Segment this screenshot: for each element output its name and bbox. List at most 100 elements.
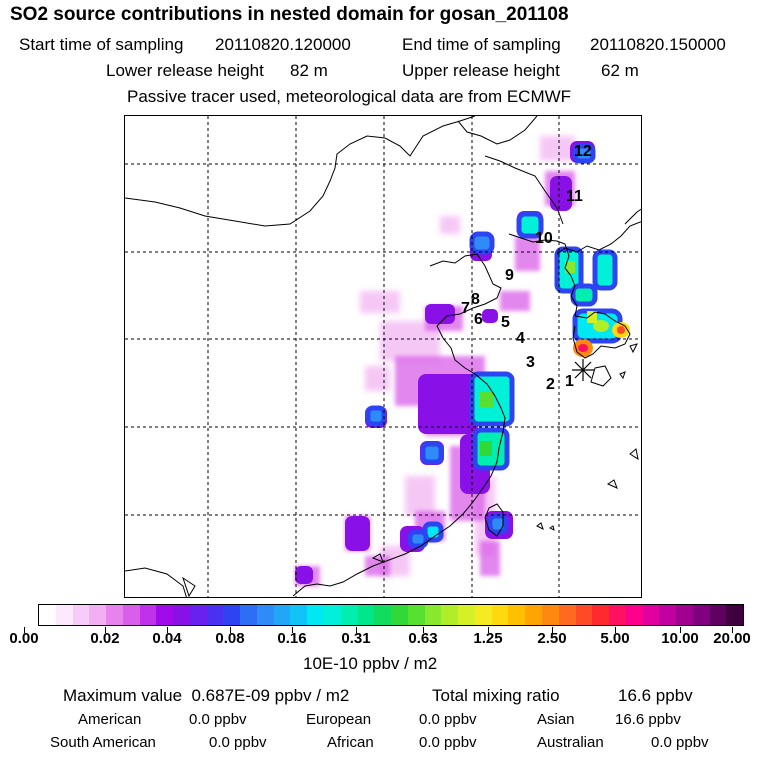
region-name: African bbox=[327, 734, 374, 751]
start-time-value: 20110820.120000 bbox=[215, 35, 351, 54]
colorbar-label: 20.00 bbox=[713, 630, 751, 647]
colorbar-tick bbox=[680, 627, 681, 633]
colorbar-swatch bbox=[491, 605, 509, 625]
colorbar-tick bbox=[615, 627, 616, 633]
colorbar-label: 0.08 bbox=[215, 630, 245, 647]
region-name: American bbox=[78, 711, 142, 728]
colorbar-label: 0.16 bbox=[277, 630, 307, 647]
trajectory-label: 7 bbox=[461, 300, 470, 317]
trajectory-label: 4 bbox=[516, 330, 525, 347]
colorbar-label: 0.02 bbox=[90, 630, 120, 647]
colorbar-label: 0.04 bbox=[152, 630, 182, 647]
colorbar-swatch bbox=[156, 605, 174, 625]
colorbar-swatch bbox=[106, 605, 123, 625]
colorbar-swatch bbox=[508, 605, 526, 625]
asterisk-icon bbox=[572, 359, 594, 381]
colorbar-swatch bbox=[273, 605, 291, 625]
colorbar-tick bbox=[423, 627, 424, 633]
colorbar-swatch bbox=[692, 605, 710, 625]
colorbar-label: 10.00 bbox=[661, 630, 699, 647]
upper-height-value: 62 m bbox=[601, 61, 639, 80]
colorbar-swatch bbox=[206, 605, 224, 625]
tracer-note: Passive tracer used, meteorological data… bbox=[127, 87, 572, 106]
colorbar-unit: 10E-10 ppbv / m2 bbox=[303, 654, 438, 673]
colorbar-swatch bbox=[89, 605, 107, 625]
start-time-label: Start time of sampling bbox=[19, 35, 184, 54]
colorbar-tick bbox=[105, 627, 106, 633]
trajectory-label: 1 bbox=[565, 373, 574, 390]
colorbar-swatch bbox=[240, 605, 257, 625]
trajectory-label: 8 bbox=[471, 291, 480, 308]
region-value: 0.0 ppbv bbox=[189, 711, 247, 728]
colorbar-swatch bbox=[290, 605, 308, 625]
region-name: European bbox=[306, 711, 372, 728]
colorbar-swatch bbox=[122, 605, 140, 625]
colorbar-swatch bbox=[340, 605, 358, 625]
end-time-label: End time of sampling bbox=[402, 35, 561, 54]
colorbar-tick bbox=[230, 627, 231, 633]
region-value: 0.0 ppbv bbox=[419, 711, 477, 728]
colorbar-label: 0.31 bbox=[341, 630, 371, 647]
region-value: 0.0 ppbv bbox=[651, 734, 709, 751]
colorbar-tick bbox=[732, 627, 733, 633]
max-value: 0.687E-09 ppbv / m2 bbox=[191, 686, 350, 705]
colorbar-swatch bbox=[458, 605, 475, 625]
colorbar bbox=[38, 604, 744, 626]
trajectory-label: 2 bbox=[546, 376, 555, 393]
total-mixing-value: 16.6 ppbv bbox=[618, 686, 693, 705]
colorbar-swatch bbox=[441, 605, 459, 625]
coastlines bbox=[125, 116, 641, 597]
colorbar-swatch bbox=[625, 605, 643, 625]
colorbar-swatch bbox=[592, 605, 610, 625]
colorbar-label: 1.25 bbox=[473, 630, 503, 647]
trajectory-label: 12 bbox=[574, 143, 592, 160]
lower-height-value: 82 m bbox=[290, 61, 328, 80]
trajectory-label: 10 bbox=[535, 230, 553, 247]
colorbar-swatch bbox=[474, 605, 492, 625]
region-name: Asian bbox=[537, 711, 575, 728]
trajectory-label: 5 bbox=[501, 314, 510, 331]
colorbar-swatch bbox=[324, 605, 341, 625]
total-mixing-label: Total mixing ratio bbox=[432, 686, 560, 705]
colorbar-swatch bbox=[189, 605, 207, 625]
lat-lon-grid bbox=[125, 116, 641, 597]
trajectory-label: 9 bbox=[505, 267, 514, 284]
max-value-label: Maximum value bbox=[63, 686, 183, 705]
colorbar-swatch bbox=[709, 605, 727, 625]
colorbar-swatch bbox=[659, 605, 677, 625]
colorbar-swatch bbox=[72, 605, 90, 625]
region-value: 16.6 ppbv bbox=[615, 711, 681, 728]
colorbar-tick bbox=[292, 627, 293, 633]
plot-title: SO2 source contributions in nested domai… bbox=[10, 4, 569, 25]
colorbar-swatch bbox=[307, 605, 325, 625]
colorbar-label: 2.50 bbox=[537, 630, 567, 647]
map-panel: 1 2 3 4 5 6 7 8 9 10 11 12 bbox=[124, 115, 642, 598]
map-canvas: 1 2 3 4 5 6 7 8 9 10 11 12 bbox=[125, 116, 641, 597]
colorbar-tick bbox=[552, 627, 553, 633]
colorbar-swatch bbox=[374, 605, 392, 625]
colorbar-swatch bbox=[525, 605, 542, 625]
colorbar-label: 0.00 bbox=[9, 630, 39, 647]
lower-height-label: Lower release height bbox=[106, 61, 264, 80]
colorbar-swatch bbox=[541, 605, 559, 625]
colorbar-tick bbox=[488, 627, 489, 633]
colorbar-swatch bbox=[424, 605, 442, 625]
colorbar-swatch bbox=[609, 605, 626, 625]
colorbar-swatch bbox=[407, 605, 425, 625]
end-time-value: 20110820.150000 bbox=[590, 35, 726, 54]
colorbar-swatch bbox=[55, 605, 73, 625]
region-value: 0.0 ppbv bbox=[209, 734, 267, 751]
colorbar-swatch bbox=[558, 605, 576, 625]
region-name: Australian bbox=[537, 734, 604, 751]
max-value-line: Maximum value 0.687E-09 ppbv / m2 bbox=[63, 686, 349, 706]
colorbar-swatch bbox=[642, 605, 660, 625]
colorbar-swatch bbox=[39, 605, 56, 625]
trajectory-label: 3 bbox=[526, 354, 535, 371]
colorbar-swatch bbox=[139, 605, 157, 625]
colorbar-tick bbox=[167, 627, 168, 633]
colorbar-swatch bbox=[726, 605, 744, 625]
colorbar-label: 0.63 bbox=[408, 630, 438, 647]
trajectory-label: 6 bbox=[474, 311, 483, 328]
region-name: South American bbox=[50, 734, 156, 751]
colorbar-tick bbox=[356, 627, 357, 633]
